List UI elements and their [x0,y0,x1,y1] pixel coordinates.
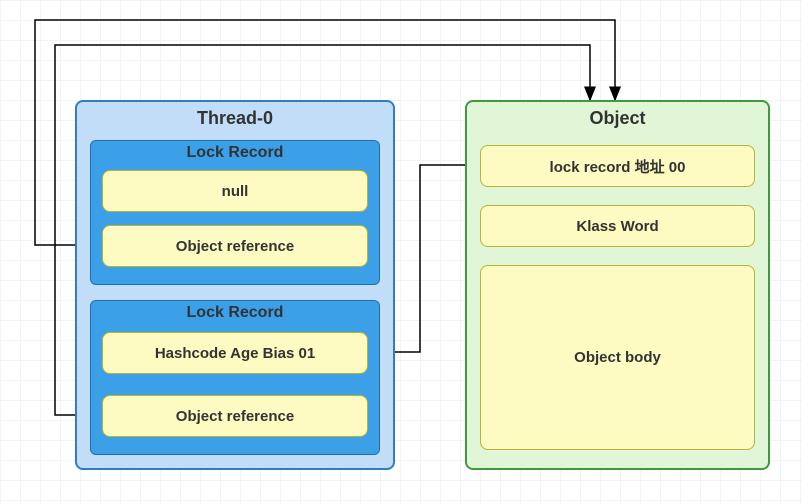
object-field-klass-word: Klass Word [480,205,755,247]
lock-record-0-markword-label: null [222,183,249,200]
lock-record-0-objref-label: Object reference [176,238,294,255]
lock-record-1-markword-label: Hashcode Age Bias 01 [155,345,315,362]
lock-record-0-objref: Object reference [102,225,368,267]
lock-record-1-objref: Object reference [102,395,368,437]
lock-record-1-objref-label: Object reference [176,408,294,425]
object-field-body-label: Object body [574,349,661,366]
object-field-lockrec-addr-label: lock record 地址 00 [550,156,686,177]
object-field-lockrec-addr: lock record 地址 00 [480,145,755,187]
thread-title: Thread-0 [75,108,395,129]
lock-record-0-markword: null [102,170,368,212]
object-field-klass-word-label: Klass Word [576,218,658,235]
object-title: Object [465,108,770,129]
lock-record-1-markword: Hashcode Age Bias 01 [102,332,368,374]
lock-record-1-title: Lock Record [90,304,380,322]
lock-record-0-title: Lock Record [90,144,380,162]
object-field-body: Object body [480,265,755,450]
